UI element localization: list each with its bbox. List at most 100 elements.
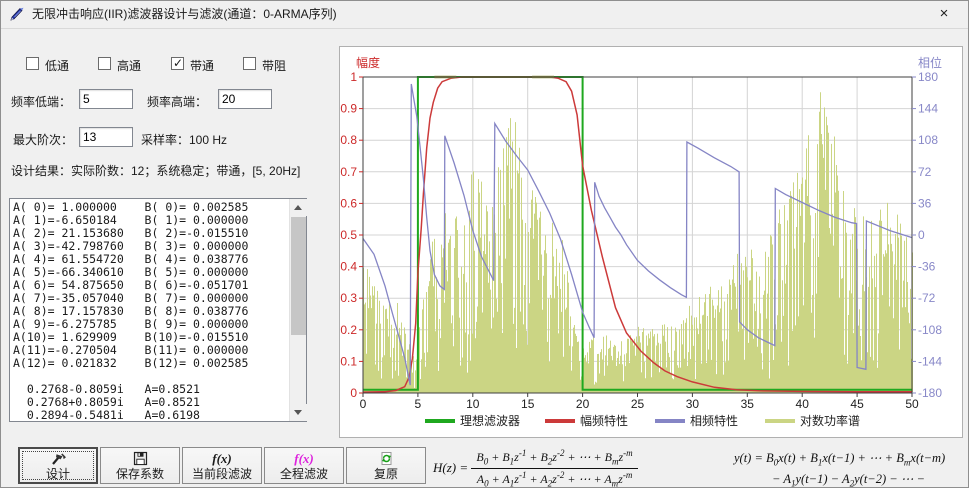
design-result-text: 设计结果：实际阶数：12；系统稳定；带通，[5, 20Hz]: [11, 164, 301, 178]
restore-button[interactable]: 复原: [346, 447, 426, 484]
coefficient-row[interactable]: 0.2768+0.8059i A=0.8521: [13, 395, 200, 409]
svg-text:0: 0: [918, 228, 925, 242]
svg-text:0.3: 0.3: [340, 291, 357, 305]
svg-text:50: 50: [905, 397, 919, 411]
fx-icon: f(x): [294, 451, 314, 467]
checkbox-box-bandpass[interactable]: ✓: [171, 56, 184, 70]
checkmark-icon: ✓: [173, 56, 184, 70]
hz-lhs: H(z) =: [433, 460, 469, 475]
svg-text:45: 45: [850, 397, 864, 411]
filter-response-chart: 1 0.9 0.8 0.7 0.6 0.5 0.4 0.3 0.2 0.1 0 180 144 108 72…: [340, 55, 942, 428]
coefficient-row[interactable]: 0.2768-0.8059i A=0.8521: [13, 382, 200, 396]
coefficient-row[interactable]: A(11)=-0.270504 B(11)= 0.000000: [13, 343, 249, 357]
max-order-input[interactable]: [79, 127, 133, 147]
difference-equation-formula: y(t) = B0x(t) + B1x(t−1) + ⋯ + Bmx(t−m) …: [734, 450, 968, 487]
legend-item-3: 相频特性: [690, 413, 738, 428]
fx-icon: f(x): [294, 450, 314, 466]
coefficient-row[interactable]: A( 4)= 61.554720 B( 4)= 0.038776: [13, 252, 249, 266]
svg-text:0: 0: [360, 397, 367, 411]
svg-text:-72: -72: [918, 291, 936, 305]
coefficient-row[interactable]: A( 0)= 1.000000 B( 0)= 0.002585: [13, 200, 249, 214]
listbox-scrollbar[interactable]: [289, 199, 307, 421]
coefficient-row[interactable]: 0.2894-0.5481i A=0.6198: [13, 408, 200, 422]
svg-text:0.6: 0.6: [340, 196, 357, 210]
coefficient-row[interactable]: A(12)= 0.021832 B(12)= 0.002585: [13, 356, 249, 370]
button-label: 当前段滤波: [191, 466, 252, 481]
svg-text:1: 1: [350, 70, 357, 84]
scroll-down-arrow-icon[interactable]: [290, 404, 307, 421]
checkbox-label: 带通: [190, 59, 215, 73]
coefficient-row[interactable]: A( 6)= 54.875650 B( 6)=-0.051701: [13, 278, 249, 292]
coefficient-listbox[interactable]: A( 0)= 1.000000 B( 0)= 0.002585 A( 1)=-6.…: [9, 198, 307, 422]
legend-item-4: 对数功率谱: [800, 413, 860, 428]
scrollbar-thumb[interactable]: [291, 217, 306, 335]
scroll-up-arrow-icon[interactable]: [290, 199, 307, 216]
coefficient-row[interactable]: A( 3)=-42.798760 B( 3)= 0.000000: [13, 239, 249, 253]
coefficient-row[interactable]: A( 7)=-35.057040 B( 7)= 0.000000: [13, 291, 249, 305]
floppy-icon: [133, 451, 147, 466]
coefficient-row[interactable]: A( 9)=-6.275785 B( 9)= 0.000000: [13, 317, 249, 331]
svg-text:36: 36: [918, 196, 932, 210]
svg-text:30: 30: [686, 397, 700, 411]
button-label: 设计: [45, 466, 70, 481]
svg-text:0.4: 0.4: [340, 260, 357, 274]
checkbox-bandpass[interactable]: ✓ 带通: [171, 56, 241, 73]
filter-type-group: 低通 高通 ✓ 带通 带阻: [1, 56, 331, 73]
checkbox-label: 带阻: [262, 59, 287, 73]
sample-rate-label: 采样率：100 Hz: [141, 133, 228, 147]
floppy-icon: [133, 451, 148, 467]
checkbox-bandstop[interactable]: 带阻: [243, 56, 313, 73]
svg-text:25: 25: [631, 397, 645, 411]
filter-all-button[interactable]: f(x) 全程滤波: [264, 447, 344, 484]
close-button[interactable]: ×: [939, 5, 949, 22]
coefficient-row[interactable]: A( 8)= 17.157830 B( 8)= 0.038776: [13, 304, 249, 318]
transfer-function-formula: H(z) = B0 + B1z-1 + B2z-2 + ⋯ + Bmz-m A0…: [433, 448, 638, 487]
checkbox-label: 低通: [45, 59, 70, 73]
checkbox-label: 高通: [117, 59, 142, 73]
button-label: 全程滤波: [279, 466, 328, 481]
coefficient-row[interactable]: A( 1)=-6.650184 B( 1)= 0.000000: [13, 213, 249, 227]
svg-text:0.5: 0.5: [340, 228, 357, 242]
checkbox-lowpass[interactable]: 低通: [26, 56, 96, 73]
button-label: 保存系数: [115, 466, 164, 481]
checkbox-box-highpass[interactable]: [98, 57, 111, 70]
legend-item-2: 幅频特性: [580, 413, 628, 428]
titlebar: 无限冲击响应(IIR)滤波器设计与滤波(通道：0-ARMA序列) ×: [1, 1, 968, 29]
svg-text:10: 10: [466, 397, 480, 411]
svg-text:72: 72: [918, 165, 932, 179]
filter-current-segment-button[interactable]: f(x) 当前段滤波: [182, 447, 262, 484]
window-title: 无限冲击响应(IIR)滤波器设计与滤波(通道：0-ARMA序列): [32, 7, 337, 21]
freq-high-input[interactable]: [218, 89, 272, 109]
svg-text:40: 40: [796, 397, 810, 411]
checkbox-box-lowpass[interactable]: [26, 57, 39, 70]
save-coefficients-button[interactable]: 保存系数: [100, 447, 180, 484]
phase-axis-title: 相位: [918, 55, 942, 70]
checkbox-highpass[interactable]: 高通: [98, 56, 168, 73]
coefficient-row[interactable]: A(10)= 1.629909 B(10)=-0.015510: [13, 330, 249, 344]
hammer-icon: [50, 451, 67, 467]
checkbox-box-bandstop[interactable]: [243, 57, 256, 70]
restore-icon: [379, 451, 394, 467]
fx-icon: f(x): [212, 451, 232, 467]
svg-text:-108: -108: [918, 323, 942, 337]
design-button[interactable]: 设计: [18, 447, 98, 484]
coefficient-row[interactable]: A( 5)=-66.340610 B( 5)= 0.000000: [13, 265, 249, 279]
svg-text:15: 15: [521, 397, 535, 411]
svg-text:0: 0: [350, 386, 357, 400]
svg-text:-180: -180: [918, 386, 942, 400]
button-label: 复原: [373, 466, 398, 481]
svg-text:35: 35: [741, 397, 755, 411]
hz-fraction: B0 + B1z-1 + B2z-2 + ⋯ + Bmz-m A0 + A1z-…: [471, 448, 638, 487]
coefficient-row[interactable]: A( 2)= 21.153680 B( 2)=-0.015510: [13, 226, 249, 240]
svg-text:5: 5: [415, 397, 422, 411]
freq-low-label: 频率低端：: [11, 95, 72, 109]
svg-text:0.2: 0.2: [340, 323, 357, 337]
legend-item-1: 理想滤波器: [460, 413, 520, 428]
svg-text:0.8: 0.8: [340, 133, 357, 147]
svg-text:144: 144: [918, 102, 938, 116]
svg-text:-144: -144: [918, 354, 942, 368]
freq-low-input[interactable]: [79, 89, 133, 109]
svg-text:0.1: 0.1: [340, 354, 357, 368]
restore-icon: [381, 452, 391, 465]
